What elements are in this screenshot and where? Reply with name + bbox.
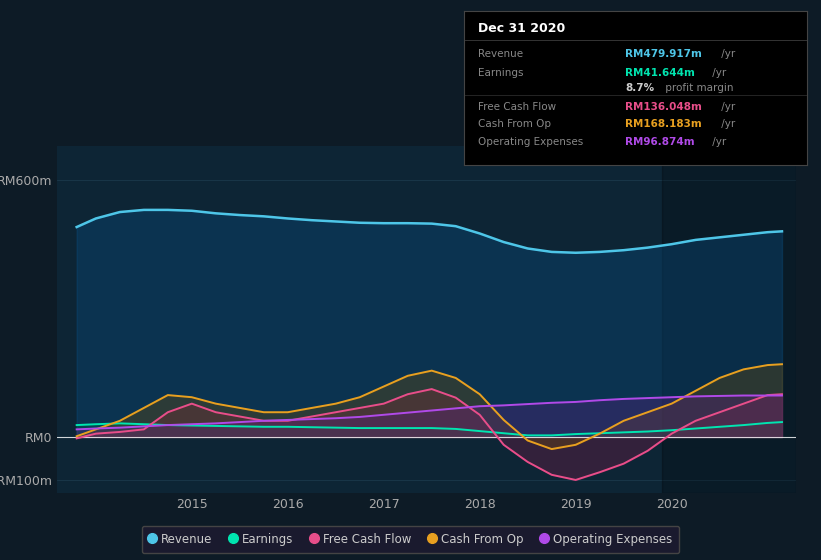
Text: Revenue: Revenue [478,49,523,59]
Bar [662,146,796,493]
Text: Cash From Op: Cash From Op [478,119,551,129]
Text: Operating Expenses: Operating Expenses [478,137,583,147]
Text: /yr: /yr [718,102,735,111]
Legend: Revenue, Earnings, Free Cash Flow, Cash From Op, Operating Expenses: Revenue, Earnings, Free Cash Flow, Cash … [142,526,679,553]
Text: RM136.048m: RM136.048m [625,102,702,111]
Text: Dec 31 2020: Dec 31 2020 [478,22,565,35]
Text: /yr: /yr [718,119,735,129]
Text: RM168.183m: RM168.183m [625,119,702,129]
Text: Free Cash Flow: Free Cash Flow [478,102,556,111]
Text: /yr: /yr [718,49,735,59]
Text: /yr: /yr [709,137,726,147]
Text: 8.7%: 8.7% [625,83,654,93]
Text: profit margin: profit margin [663,83,734,93]
Text: RM41.644m: RM41.644m [625,68,695,78]
Text: RM479.917m: RM479.917m [625,49,702,59]
Text: /yr: /yr [709,68,726,78]
Text: Earnings: Earnings [478,68,523,78]
Text: RM96.874m: RM96.874m [625,137,695,147]
